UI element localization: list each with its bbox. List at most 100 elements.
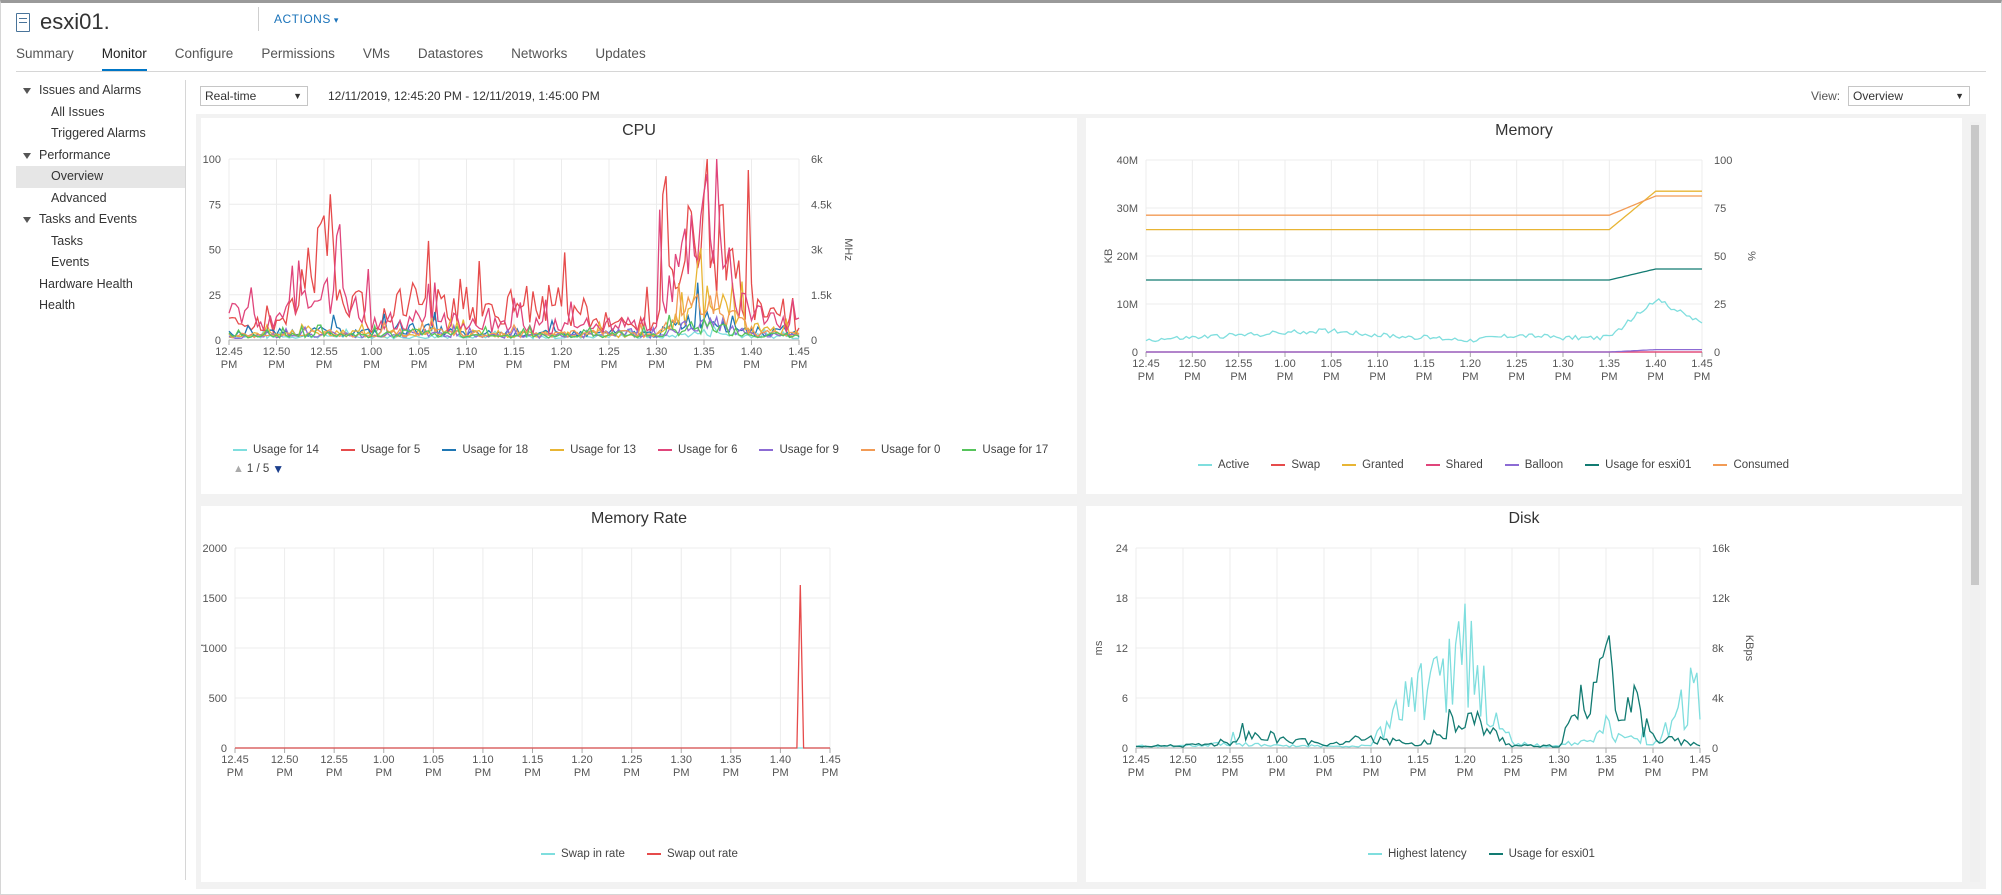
x-tick-label: 1.25 <box>1506 358 1527 370</box>
tab-configure[interactable]: Configure <box>174 46 234 61</box>
x-tick-label-suffix: PM <box>268 359 285 371</box>
tab-permissions[interactable]: Permissions <box>261 46 335 61</box>
tab-divider <box>16 71 1986 72</box>
pager-next-icon[interactable]: ▼ <box>272 462 285 476</box>
actions-menu-button[interactable]: ACTIONS ▾ <box>274 12 339 26</box>
series-line-granted <box>1146 190 1702 231</box>
x-tick-label-suffix: PM <box>648 359 665 371</box>
x-tick-label: 1.10 <box>1360 754 1381 766</box>
legend-item[interactable]: Swap out rate <box>646 848 738 860</box>
x-tick-label: 1.40 <box>741 346 762 358</box>
legend-swatch <box>860 449 875 451</box>
sidebar-item-issues-alarms[interactable]: Issues and Alarms <box>16 80 185 102</box>
scrollbar-thumb[interactable] <box>1971 125 1979 585</box>
legend-label: Usage for 17 <box>982 444 1049 456</box>
x-tick-label: 1.40 <box>1645 358 1666 370</box>
legend-label: Usage for 18 <box>462 444 529 456</box>
sidebar-item-overview[interactable]: Overview <box>16 166 185 188</box>
x-tick-label: 12.50 <box>1169 754 1197 766</box>
sidebar-item-events[interactable]: Events <box>51 255 90 269</box>
legend-item[interactable]: Usage for 18 <box>442 444 528 456</box>
legend-item[interactable]: Swap <box>1271 459 1320 471</box>
legend-label: Usage for 13 <box>570 444 637 456</box>
legend-swatch <box>1585 464 1600 466</box>
x-tick-label-suffix: PM <box>1551 767 1568 779</box>
tab-monitor[interactable]: Monitor <box>101 46 147 72</box>
sidebar-item-performance[interactable]: Performance <box>16 145 185 167</box>
tab-networks[interactable]: Networks <box>511 46 568 61</box>
pager-prev-icon[interactable]: ▲ <box>233 463 244 475</box>
x-tick-label-suffix: PM <box>1462 371 1479 383</box>
cpu-panel: CPU 0 0 25 1.5k 50 3k 75 4.5k 100 6k 12.45 PM 12.50 P… <box>201 118 1077 494</box>
legend-item[interactable]: Granted <box>1342 459 1404 471</box>
legend-item[interactable]: Active <box>1198 459 1249 471</box>
legend-item[interactable]: Usage for 14 <box>233 444 319 456</box>
legend-swatch <box>1488 853 1503 855</box>
legend-item[interactable]: Usage for 6 <box>658 444 737 456</box>
x-tick-label: 1.10 <box>456 346 477 358</box>
legend-item[interactable]: Usage for 17 <box>962 444 1048 456</box>
period-select-value: Real-time <box>205 89 257 103</box>
y2-axis-label: KBps <box>1743 635 1755 662</box>
caret-down-icon[interactable] <box>23 88 31 94</box>
legend-item[interactable]: Usage for esxi01 <box>1488 848 1595 860</box>
x-tick-label-suffix: PM <box>411 359 428 371</box>
x-tick-label: 1.35 <box>1599 358 1620 370</box>
legend-item[interactable]: Consumed <box>1713 459 1789 471</box>
tab-datastores[interactable]: Datastores <box>417 46 484 61</box>
x-tick-label-suffix: PM <box>376 767 393 779</box>
x-tick-label: 1.40 <box>770 754 791 766</box>
view-select[interactable]: Overview ▼ <box>1848 86 1970 106</box>
caret-down-icon[interactable] <box>23 217 31 223</box>
x-tick-label-suffix: PM <box>1277 371 1294 383</box>
x-tick-label-suffix: PM <box>553 359 570 371</box>
period-select[interactable]: Real-time ▼ <box>200 86 308 106</box>
tab-vms[interactable]: VMs <box>362 46 390 61</box>
x-tick-label: 1.25 <box>621 754 642 766</box>
y-tick-label: 50 <box>209 245 221 257</box>
sidebar-item-health[interactable]: Health <box>39 298 76 312</box>
legend-item[interactable]: Highest latency <box>1368 848 1467 860</box>
sidebar-item-advanced[interactable]: Advanced <box>51 190 107 205</box>
sidebar-item-triggered-alarms[interactable]: Triggered Alarms <box>51 126 146 140</box>
legend-item[interactable]: Usage for 9 <box>759 444 839 456</box>
x-tick-label: 1.45 <box>788 346 809 358</box>
disk-legend: Highest latency Usage for esxi01 <box>1368 848 1928 860</box>
y-tick-label: 6 <box>1122 693 1128 705</box>
legend-item[interactable]: Usage for 0 <box>860 444 940 456</box>
series-line-usage-for-esxi01 <box>1146 268 1702 281</box>
sidebar-item-label: Tasks and Events <box>39 212 137 226</box>
sidebar-item-hardware-health[interactable]: Hardware Health <box>39 276 133 291</box>
x-tick-label-suffix: PM <box>1694 371 1711 383</box>
legend-item[interactable]: Usage for 5 <box>340 444 420 456</box>
y-tick-label: 1500 <box>203 593 227 605</box>
legend-item[interactable]: Balloon <box>1504 459 1563 471</box>
x-tick-label-suffix: PM <box>673 767 690 779</box>
y2-tick-label: 16k <box>1712 543 1730 555</box>
x-tick-label: 1.20 <box>571 754 592 766</box>
sidebar-item-all-issues[interactable]: All Issues <box>51 104 105 119</box>
legend-item[interactable]: Usage for 13 <box>550 444 636 456</box>
sidebar-item-tasks[interactable]: Tasks <box>51 233 83 248</box>
legend-item[interactable]: Shared <box>1425 459 1483 471</box>
x-tick-label: 1.00 <box>1266 754 1287 766</box>
charts-scrollbar[interactable] <box>1970 122 1980 882</box>
y-tick-label: 2000 <box>203 543 227 555</box>
tab-updates[interactable]: Updates <box>595 46 646 61</box>
memory-rate-chart[interactable]: 050010001500200012.45PM12.50PM12.55PM1.0… <box>201 538 1077 858</box>
y2-tick-label: 0 <box>1714 347 1720 359</box>
x-tick-label: 1.10 <box>472 754 493 766</box>
x-tick-label-suffix: PM <box>506 359 523 371</box>
tab-summary[interactable]: Summary <box>16 46 74 61</box>
legend-label: Swap out rate <box>666 848 738 860</box>
y2-axis-label: % <box>1745 251 1757 261</box>
legend-item[interactable]: Swap in rate <box>541 848 625 860</box>
y2-tick-label: 8k <box>1712 643 1724 655</box>
legend-item[interactable]: Usage for esxi01 <box>1585 459 1691 471</box>
caret-down-icon[interactable] <box>23 152 31 159</box>
x-tick-label: 1.30 <box>646 346 667 358</box>
sidebar-item-tasks-events[interactable]: Tasks and Events <box>16 209 185 231</box>
